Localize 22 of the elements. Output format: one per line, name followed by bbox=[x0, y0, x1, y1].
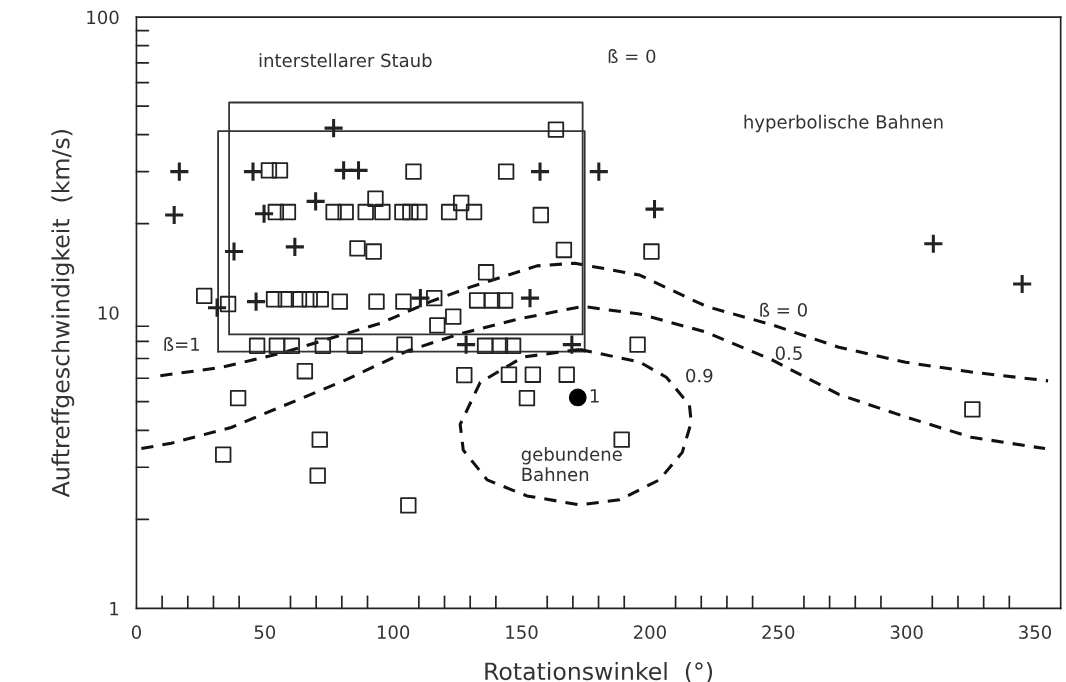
y-tick-label: 100 bbox=[87, 10, 119, 25]
y-tick-label: 1 bbox=[110, 602, 119, 616]
annotation: interstellarer Staub bbox=[259, 53, 432, 68]
x-tick-label: 300 bbox=[890, 625, 923, 639]
annotation: ß = 0 bbox=[760, 302, 807, 317]
annotation: 0.9 bbox=[686, 368, 713, 383]
annotation: ß = 0 bbox=[608, 49, 656, 64]
x-tick-label: 250 bbox=[762, 625, 795, 639]
annotation: 1 bbox=[590, 389, 599, 403]
y-axis-title: Auftreffgeschwindigkeit (km/s) bbox=[51, 130, 75, 498]
x-tick-label: 50 bbox=[254, 625, 276, 639]
x-tick-label: 0 bbox=[131, 625, 141, 639]
x-tick-label: 350 bbox=[1019, 625, 1052, 639]
y-tick-label: 10 bbox=[98, 306, 119, 320]
annotation: 0.5 bbox=[775, 346, 802, 360]
x-axis-title: Rotationswinkel (°) bbox=[485, 661, 713, 682]
annotation: hyperbolische Bahnen bbox=[744, 114, 943, 133]
x-tick-label: 100 bbox=[377, 625, 410, 639]
x-tick-label: 150 bbox=[506, 625, 538, 639]
x-tick-label: 200 bbox=[634, 625, 666, 639]
annotation: gebundene Bahnen bbox=[521, 447, 622, 482]
annotation: ß=1 bbox=[164, 337, 200, 352]
